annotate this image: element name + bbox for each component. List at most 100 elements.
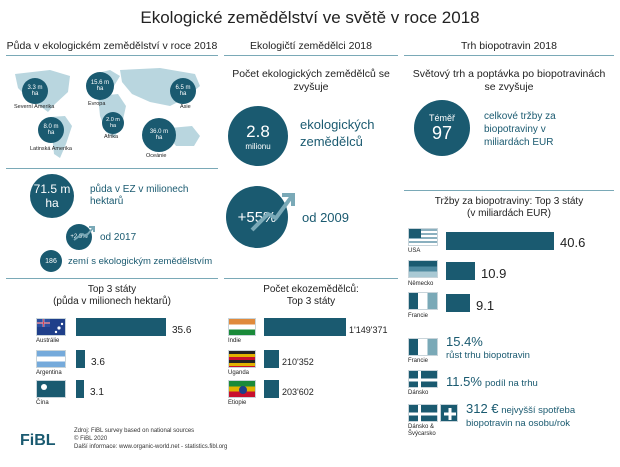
col1-heading: Půda v ekologickém zemědělství v roce 20…	[6, 40, 218, 52]
col1-top-subtitle: (půda v milionech hektarů)	[53, 296, 171, 307]
country-label: Etiopie	[228, 400, 247, 406]
farmers-growth-text: od 2009	[302, 210, 349, 225]
map-label-asia: Asie	[180, 104, 191, 110]
market-circle: Téměř 97	[414, 100, 470, 156]
col2-subheading: Počet ekologických zemědělců se zvyšuje	[232, 68, 390, 93]
map-unit: ha	[96, 86, 104, 92]
map-value: 36.0 m	[149, 129, 169, 135]
bar-france	[446, 294, 470, 312]
footer-source: Zdroj: FiBL survey based on national sou…	[74, 428, 195, 434]
cross-icon	[409, 371, 439, 389]
country-label: Francie	[408, 358, 429, 364]
country-label: Francie	[408, 313, 429, 319]
col3-rule	[404, 55, 614, 56]
map-unit: ha	[155, 135, 163, 141]
country-label: Uganda	[228, 370, 250, 376]
col1-top-heading: Top 3 státy (půda v milionech hektarů)	[6, 284, 218, 308]
farmers-circle: 2.8 milionu	[228, 106, 288, 166]
flag-denmark-icon	[408, 404, 439, 423]
cross-icon	[444, 408, 456, 420]
fact-number: 11.5%	[446, 374, 482, 389]
col3-subheading: Světový trh a poptávka po biopotravinách…	[412, 68, 606, 93]
fibl-logo: FiBL	[20, 432, 56, 449]
country-label: Argentina	[36, 370, 62, 376]
flag-france-icon	[408, 292, 438, 310]
map-label-africa: Afrika	[104, 134, 119, 140]
countries-circle: 186	[40, 250, 62, 272]
flag-argentina-icon	[36, 350, 66, 368]
bar-china	[76, 380, 84, 398]
area-text: půda v EZ v milionech hektarů	[90, 184, 189, 207]
country-label: Dánsko & Švýcarsko	[408, 424, 436, 437]
fact-block: 312 € nejvyšší spotřeba biopotravin na o…	[466, 402, 614, 430]
fact-text: podíl na trhu	[484, 378, 538, 389]
country-label: Čína	[36, 400, 49, 406]
country-label: Indie	[228, 338, 242, 344]
star-icon	[37, 319, 64, 334]
flag-ethiopia-icon	[228, 380, 256, 398]
bar-value: 40.6	[560, 235, 586, 250]
footer-text: Zdroj: FiBL survey based on national sou…	[74, 427, 227, 451]
area-unit: ha	[45, 196, 59, 210]
bar-germany	[446, 262, 475, 280]
fact-value: 11.5% podíl na trhu	[446, 374, 538, 389]
col3-top-heading: Tržby za biopotraviny: Top 3 státy (v mi…	[404, 196, 614, 220]
map-bubble-latin-america: 8.0 m ha	[38, 117, 64, 143]
farmers-text: ekologických zemědělců	[300, 117, 375, 149]
col1-top-title: Top 3 státy	[87, 284, 137, 295]
bar-value: 9.1	[476, 298, 495, 313]
fact-number: 312 €	[466, 401, 499, 416]
country-label: USA	[408, 248, 421, 254]
col2-top-heading: Počet ekozemědělců: Top 3 státy	[224, 284, 398, 308]
col1-rule-2	[6, 168, 218, 169]
canton-icon	[409, 229, 421, 238]
map-unit: ha	[179, 91, 187, 97]
col3-top-subtitle: (v miliardách EUR)	[467, 208, 551, 219]
col2-rule-2	[224, 278, 398, 279]
col2-top-subtitle: Top 3 státy	[286, 296, 336, 307]
farmers-unit: milionu	[245, 141, 271, 151]
area-value: 71.5 m	[33, 182, 71, 196]
map-value: 2.0 m	[106, 117, 120, 123]
bar-value: 35.6	[172, 325, 192, 336]
bar-value: 10.9	[481, 266, 507, 281]
map-unit: ha	[47, 130, 55, 136]
col3-heading: Trh biopotravin 2018	[461, 40, 557, 52]
flag-australia-icon	[36, 318, 66, 336]
map-unit: ha	[109, 123, 117, 129]
market-label: Téměř	[428, 112, 455, 123]
bar-argentina	[76, 350, 85, 368]
flag-france-icon	[408, 338, 438, 356]
col2-rule	[224, 55, 398, 56]
growth-arrow-icon	[73, 226, 95, 241]
fact-value: 15.4%	[446, 334, 483, 349]
col1-rule-3	[6, 278, 218, 279]
map-bubble-oceania: 36.0 m ha	[142, 118, 176, 152]
bar-value: 3.6	[91, 357, 105, 368]
bar-value: 210'352	[282, 357, 314, 367]
col2-heading: Ekologičtí zemědělci 2018	[250, 40, 372, 52]
map-label-latin-america: Latinská Amerika	[30, 146, 72, 152]
growth-text: od 2017	[100, 232, 137, 243]
market-value: 97	[431, 122, 453, 143]
fact-text: nejvyšší spotřeba biopotravin na osobu/r…	[466, 405, 576, 429]
map-label-europe: Evropa	[88, 101, 106, 107]
market-text: celkové tržby za biopotraviny v miliardá…	[484, 111, 556, 148]
fact-text: růst trhu biopotravin	[446, 350, 530, 361]
bar-value: 203'602	[282, 387, 314, 397]
col2-top-title: Počet ekozemědělců:	[263, 284, 359, 295]
flag-india-icon	[228, 318, 256, 336]
countries-text: zemí s ekologickým zemědělstvím	[68, 256, 213, 267]
country-label: Německo	[408, 281, 434, 287]
map-label-oceania: Oceánie	[146, 153, 167, 159]
map-bubble-africa: 2.0 m ha	[102, 112, 124, 134]
bar-india	[264, 318, 346, 336]
map-value: 15.6 m	[90, 80, 110, 86]
map-unit: ha	[31, 91, 39, 97]
flag-germany-icon	[408, 260, 438, 278]
footer-more-info: Další informace: www.organic-world.net -…	[74, 444, 228, 450]
flag-usa-icon	[408, 228, 438, 246]
map-bubble-asia: 6.5 m ha	[170, 78, 196, 104]
map-bubble-north-america: 3.3 m ha	[22, 78, 48, 104]
flag-switzerland-icon	[440, 404, 458, 422]
